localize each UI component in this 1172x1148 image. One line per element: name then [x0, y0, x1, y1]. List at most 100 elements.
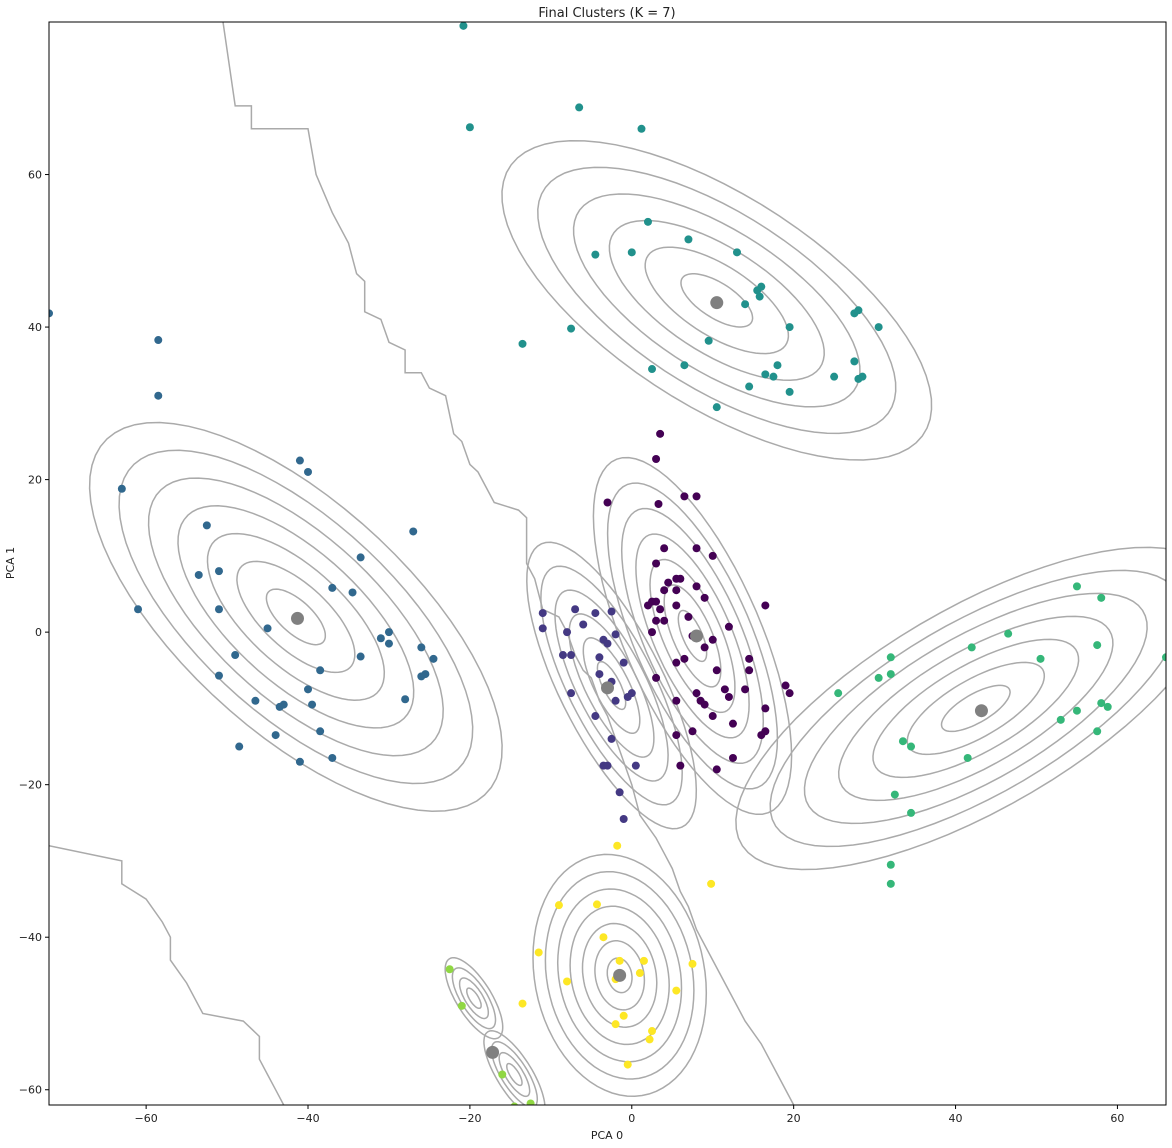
data-point	[117, 484, 126, 493]
data-point	[328, 583, 337, 592]
data-point	[538, 609, 547, 618]
y-tick-label: 60	[28, 169, 42, 182]
data-point	[660, 616, 669, 625]
data-point	[637, 124, 646, 133]
density-contour	[592, 456, 793, 816]
data-point	[728, 719, 737, 728]
y-axis-label: PCA 1	[4, 547, 17, 579]
data-point	[907, 808, 916, 817]
data-point	[575, 103, 584, 112]
data-point	[1036, 654, 1045, 663]
data-point	[660, 586, 669, 595]
density-contour	[118, 449, 474, 785]
density-contour	[556, 888, 683, 1063]
x-tick-label: 60	[1110, 1112, 1124, 1125]
chart-title: Final Clusters (K = 7)	[538, 6, 675, 21]
data-point	[773, 361, 782, 370]
data-point	[603, 639, 612, 648]
data-point	[907, 742, 916, 751]
data-point	[733, 248, 742, 257]
centroid-marker	[486, 1045, 500, 1059]
y-tick-label: −60	[19, 1084, 42, 1097]
data-point	[567, 651, 576, 660]
data-point	[1072, 706, 1081, 715]
y-tick-label: 0	[35, 626, 42, 639]
data-point	[886, 670, 895, 679]
data-point	[854, 306, 863, 315]
data-point	[720, 685, 729, 694]
data-point	[1093, 727, 1102, 736]
data-point	[295, 456, 304, 465]
data-point	[526, 1099, 535, 1105]
data-point	[231, 651, 240, 660]
data-point	[384, 639, 393, 648]
data-point	[154, 336, 163, 345]
density-contour	[236, 560, 356, 674]
data-point	[1056, 715, 1065, 724]
data-point	[712, 765, 721, 774]
data-point	[465, 123, 474, 132]
data-point	[619, 814, 628, 823]
data-point	[672, 574, 681, 583]
data-point	[1097, 699, 1106, 708]
data-point	[728, 753, 737, 762]
data-point	[356, 553, 365, 562]
data-point	[648, 1027, 657, 1036]
data-point	[613, 841, 622, 850]
density-contour	[466, 987, 482, 1010]
data-point	[660, 544, 669, 553]
data-point	[591, 250, 600, 259]
data-point	[384, 628, 393, 637]
density-contour	[444, 956, 504, 1040]
data-point	[652, 673, 661, 682]
x-tick-label: −40	[296, 1112, 319, 1125]
data-point	[401, 695, 410, 704]
x-axis-label: PCA 0	[591, 1129, 623, 1142]
centroid-marker	[690, 629, 704, 643]
data-point	[591, 609, 600, 618]
data-point	[704, 336, 713, 345]
data-point	[688, 959, 697, 968]
data-point	[1004, 629, 1013, 638]
data-point	[356, 652, 365, 661]
data-point	[656, 429, 665, 438]
data-point	[684, 612, 693, 621]
x-tick-label: −20	[458, 1112, 481, 1125]
data-point	[445, 965, 454, 974]
data-point	[1162, 653, 1166, 662]
density-contour	[537, 166, 897, 435]
data-point	[654, 500, 663, 509]
data-point	[328, 753, 337, 762]
density-contour	[608, 219, 825, 381]
data-point	[567, 324, 576, 333]
data-point	[417, 672, 426, 681]
data-point	[275, 702, 284, 711]
density-contour	[680, 273, 754, 328]
data-point	[652, 455, 661, 464]
data-point	[316, 666, 325, 675]
density-contour	[649, 558, 736, 714]
data-point	[645, 1035, 654, 1044]
x-tick-label: 0	[628, 1112, 635, 1125]
data-point	[619, 658, 628, 667]
data-point	[785, 323, 794, 332]
data-point	[457, 1001, 466, 1010]
data-point	[194, 570, 203, 579]
data-point	[834, 689, 843, 698]
data-point	[963, 753, 972, 762]
data-point	[563, 628, 572, 637]
density-contour	[206, 532, 386, 701]
data-point	[708, 635, 717, 644]
y-tick-label: −20	[19, 779, 42, 792]
density-contour	[872, 638, 1080, 779]
density-contour	[544, 870, 695, 1080]
density-contour	[451, 967, 497, 1030]
data-point	[652, 616, 661, 625]
data-point	[615, 788, 624, 797]
data-point	[308, 700, 317, 709]
data-point	[571, 605, 580, 614]
density-contour	[540, 565, 683, 806]
decision-boundary	[222, 22, 795, 1105]
density-contours	[88, 140, 1166, 1105]
centroid-marker	[710, 296, 724, 310]
